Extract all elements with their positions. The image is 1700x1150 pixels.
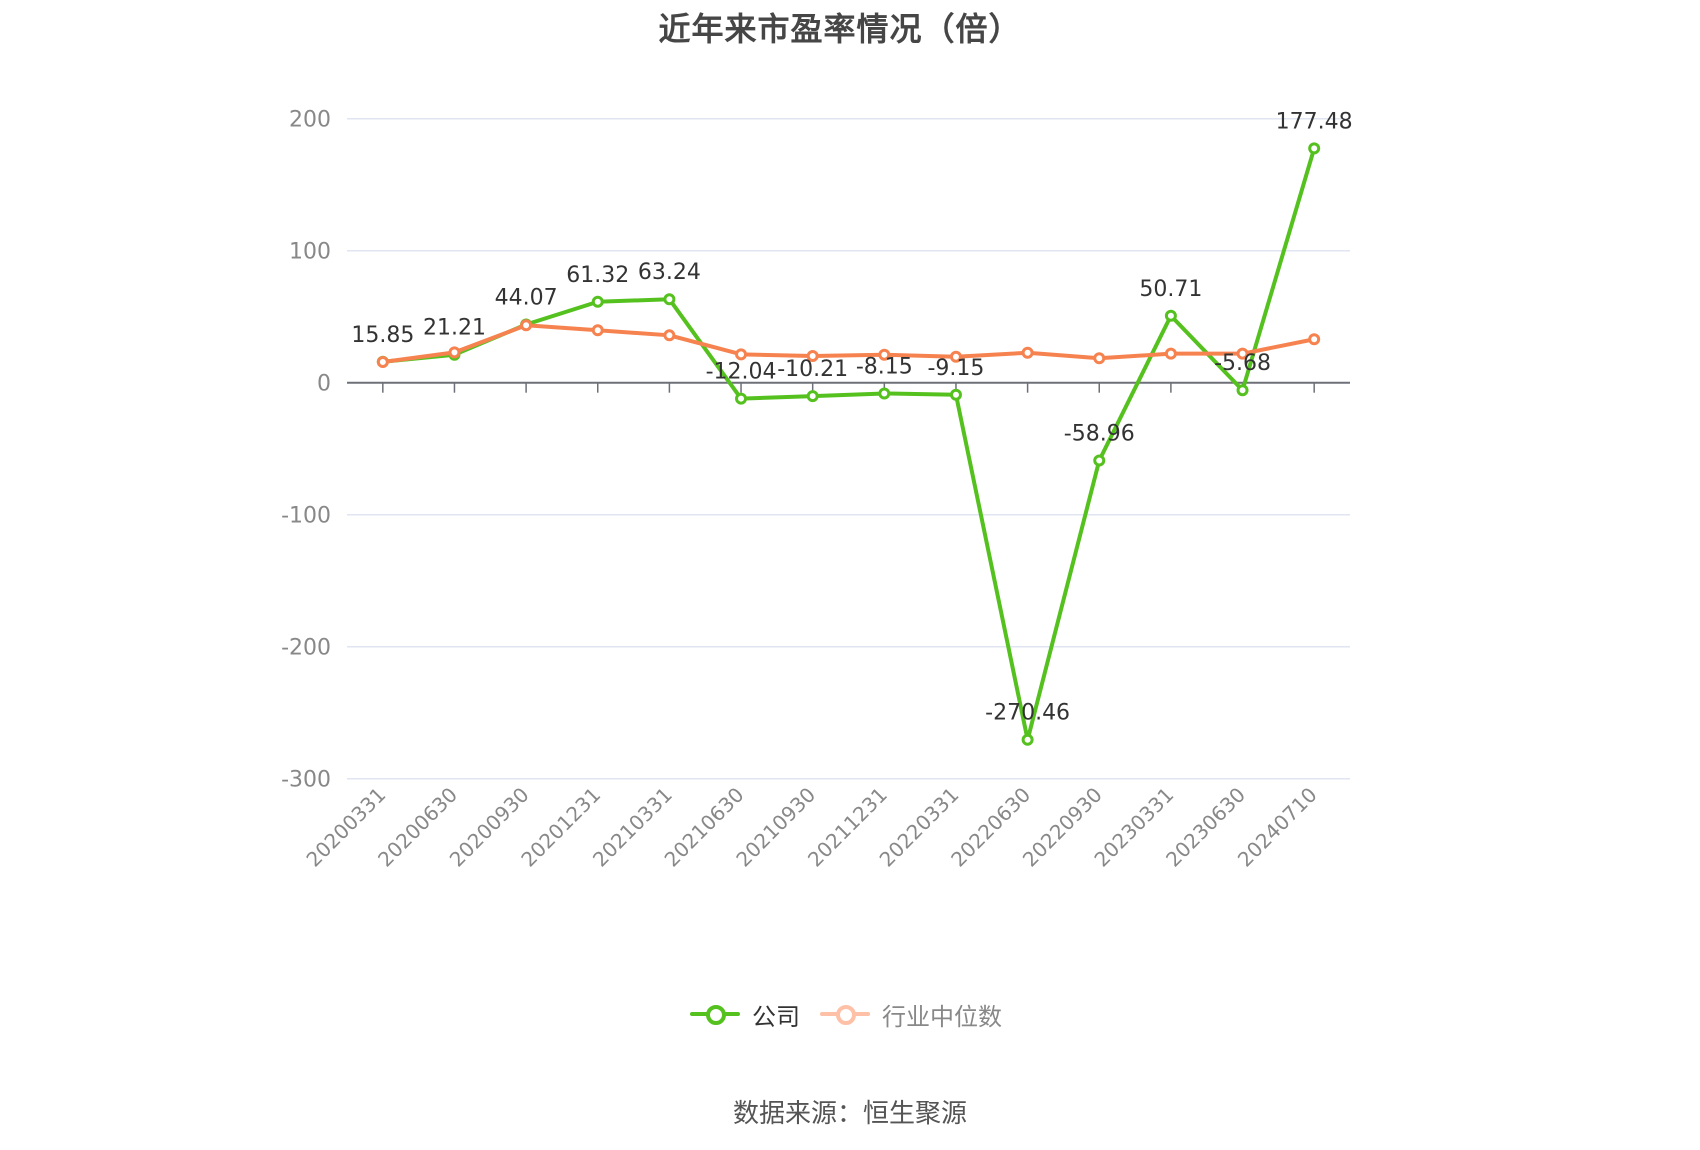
data-point[interactable] [735, 392, 748, 405]
data-label: -270.46 [985, 701, 1070, 726]
data-point[interactable] [735, 348, 748, 361]
data-point[interactable] [878, 387, 891, 400]
x-axis: 2020033120200630202009302020123120210331… [301, 381, 1350, 872]
series-company [376, 142, 1321, 746]
data-labels: 15.85 21.21 44.07 61.32 63.24 -12.04 -10.21 -8.… [351, 109, 1352, 725]
data-source-note: 数据来源：恒生聚源 [732, 1099, 967, 1129]
legend-label-company: 公司 [752, 1002, 800, 1031]
data-label: 61.32 [566, 263, 629, 288]
data-label: 63.24 [638, 260, 701, 285]
y-tick-label: -200 [281, 636, 331, 661]
data-point[interactable] [663, 329, 676, 342]
data-label: -9.15 [927, 356, 984, 381]
data-point[interactable] [949, 388, 962, 401]
data-label: -5.68 [1214, 351, 1271, 376]
data-point[interactable] [1236, 347, 1249, 360]
data-label: -8.15 [856, 354, 913, 379]
data-point[interactable] [1021, 733, 1034, 746]
data-label: -10.21 [777, 357, 848, 382]
line-circle-icon [690, 1003, 740, 1025]
data-label: 21.21 [423, 316, 486, 341]
data-label: -58.96 [1064, 422, 1135, 447]
legend-item-industry[interactable]: 行业中位数 [820, 997, 1002, 1032]
data-point[interactable] [663, 293, 676, 306]
series-line [382, 323, 1315, 364]
series-lines [376, 142, 1321, 746]
y-axis: 200 100 0 -100 -200 -300 [281, 108, 331, 793]
data-point[interactable] [1236, 384, 1249, 397]
data-point[interactable] [376, 355, 389, 368]
data-point[interactable] [1308, 333, 1321, 346]
y-tick-label: 100 [289, 240, 331, 265]
data-point[interactable] [448, 346, 461, 359]
data-point[interactable] [591, 324, 604, 337]
series-industry [376, 319, 1321, 368]
data-label: 44.07 [495, 286, 558, 311]
data-point[interactable] [1308, 142, 1321, 155]
data-label: 177.48 [1276, 109, 1353, 134]
data-point[interactable] [806, 350, 819, 363]
grid-lines [347, 117, 1350, 780]
data-label: 15.85 [351, 323, 414, 348]
data-point[interactable] [806, 390, 819, 403]
y-tick-label: 0 [317, 372, 331, 397]
data-label: -12.04 [706, 360, 777, 385]
data-point[interactable] [1093, 352, 1106, 365]
legend-label-industry: 行业中位数 [882, 1002, 1002, 1031]
data-point[interactable] [1164, 347, 1177, 360]
line-circle-icon [820, 1003, 870, 1025]
data-point[interactable] [1164, 309, 1177, 322]
legend: 公司 行业中位数 [690, 996, 1022, 1032]
y-tick-label: 200 [289, 108, 331, 133]
data-label: 50.71 [1139, 277, 1202, 302]
data-point[interactable] [1021, 346, 1034, 359]
legend-item-company[interactable]: 公司 [690, 997, 800, 1032]
data-point[interactable] [520, 319, 533, 332]
y-tick-label: -300 [281, 768, 331, 793]
chart-title: 近年来市盈率情况（倍） [658, 10, 1022, 48]
data-point[interactable] [949, 350, 962, 363]
series-line [382, 147, 1317, 742]
data-point[interactable] [591, 295, 604, 308]
data-point[interactable] [1093, 454, 1106, 467]
data-point[interactable] [878, 348, 891, 361]
y-tick-label: -100 [281, 504, 331, 529]
